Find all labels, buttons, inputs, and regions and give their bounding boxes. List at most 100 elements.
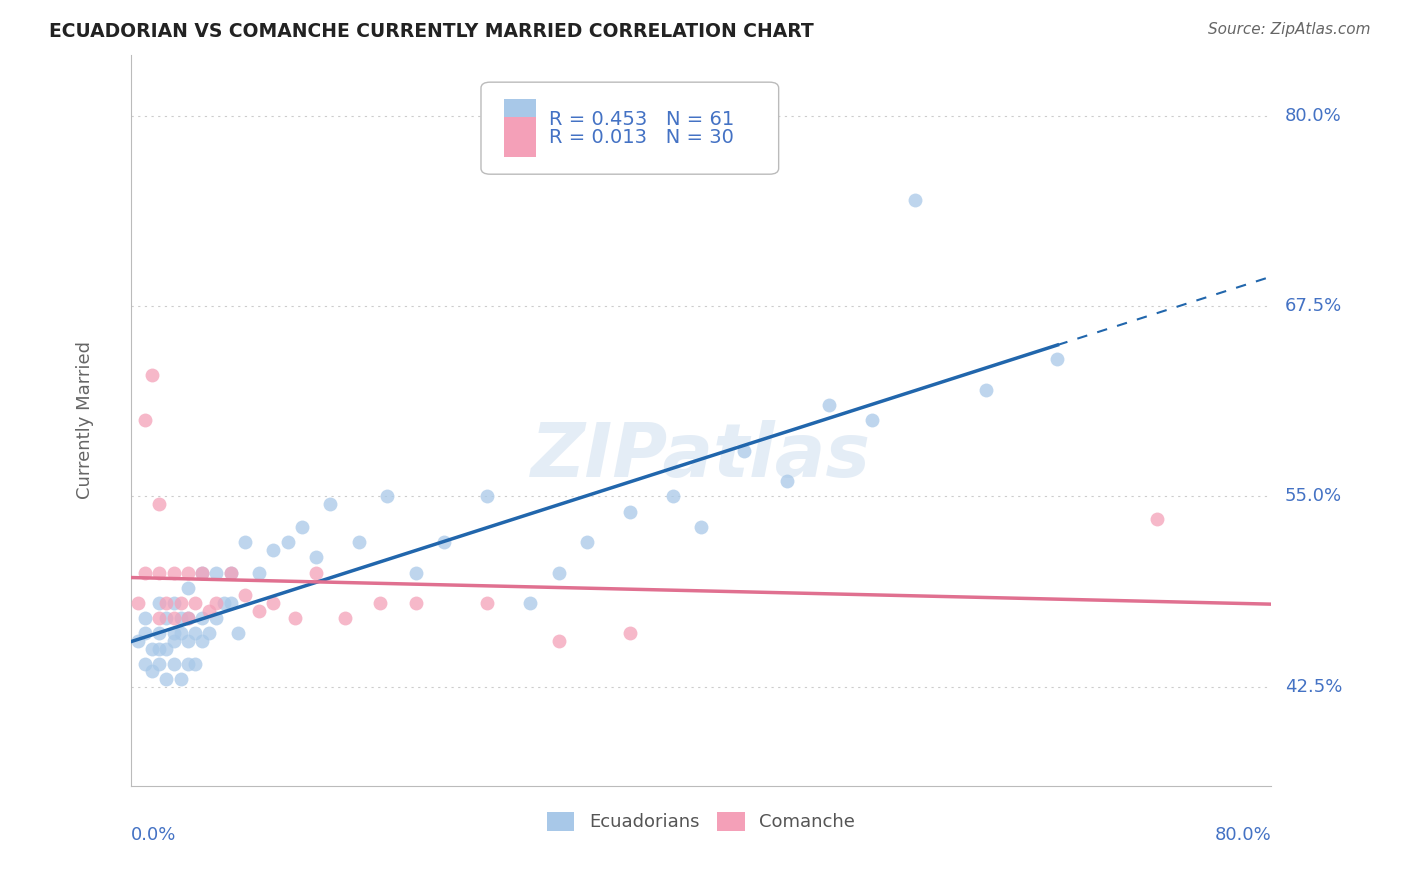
Point (191, 634, 214, 648)
Point (162, 657, 184, 671)
Point (134, 657, 156, 671)
Point (134, 611, 156, 625)
Point (141, 665, 163, 679)
Point (162, 634, 184, 648)
FancyBboxPatch shape (481, 82, 779, 174)
Point (247, 566, 270, 580)
Point (155, 672, 177, 686)
Point (170, 596, 193, 610)
Point (205, 566, 228, 580)
Text: 80.0%: 80.0% (1285, 107, 1341, 125)
Point (477, 490, 499, 504)
Text: R = 0.453   N = 61: R = 0.453 N = 61 (550, 110, 735, 128)
Point (347, 535, 370, 549)
Point (184, 657, 207, 671)
Point (162, 566, 184, 580)
Point (177, 566, 200, 580)
Point (148, 641, 170, 656)
Point (974, 383, 997, 397)
Point (284, 611, 307, 625)
Point (134, 626, 156, 640)
Point (162, 626, 184, 640)
Point (155, 641, 177, 656)
Point (277, 535, 299, 549)
Point (690, 520, 713, 534)
Point (319, 497, 342, 511)
Point (148, 626, 170, 640)
Point (177, 657, 200, 671)
Point (162, 596, 184, 610)
Point (619, 626, 641, 640)
Point (148, 611, 170, 625)
Point (904, 193, 927, 207)
Text: ZIPatlas: ZIPatlas (531, 420, 872, 493)
FancyBboxPatch shape (503, 99, 536, 139)
Point (219, 596, 242, 610)
Point (661, 490, 683, 504)
Point (148, 566, 170, 580)
Point (226, 626, 249, 640)
Point (148, 497, 170, 511)
FancyBboxPatch shape (503, 117, 536, 157)
Legend: Ecuadorians, Comanche: Ecuadorians, Comanche (540, 805, 862, 838)
Point (219, 566, 242, 580)
Point (127, 596, 149, 610)
Text: 55.0%: 55.0% (1285, 487, 1343, 506)
Point (576, 535, 599, 549)
Point (198, 626, 221, 640)
Point (1146, 512, 1168, 526)
Point (177, 611, 200, 625)
Point (191, 611, 214, 625)
Point (184, 596, 207, 610)
Point (184, 626, 207, 640)
Point (191, 566, 214, 580)
Point (141, 368, 163, 382)
Point (141, 641, 163, 656)
Point (775, 474, 797, 488)
Point (212, 596, 235, 610)
Point (233, 588, 256, 602)
Text: 42.5%: 42.5% (1285, 678, 1343, 696)
Point (177, 581, 200, 595)
Point (205, 611, 228, 625)
Point (247, 603, 270, 617)
Point (291, 520, 314, 534)
Point (333, 611, 356, 625)
Point (1046, 352, 1069, 367)
Point (405, 566, 427, 580)
Text: 80.0%: 80.0% (1215, 826, 1271, 844)
Point (177, 634, 200, 648)
Point (177, 611, 200, 625)
Point (370, 596, 392, 610)
Point (477, 596, 499, 610)
Point (170, 626, 193, 640)
Point (205, 596, 228, 610)
Point (219, 566, 242, 580)
Point (198, 603, 221, 617)
Text: 0.0%: 0.0% (131, 826, 176, 844)
Point (148, 596, 170, 610)
Point (860, 413, 883, 427)
Point (405, 596, 427, 610)
Point (733, 443, 755, 458)
Point (305, 550, 328, 565)
Point (155, 596, 177, 610)
Point (262, 542, 284, 557)
Point (433, 535, 456, 549)
Point (191, 566, 214, 580)
Point (305, 566, 328, 580)
Point (134, 413, 156, 427)
Point (377, 490, 399, 504)
Point (262, 596, 284, 610)
Point (127, 634, 149, 648)
Point (134, 566, 156, 580)
Point (170, 611, 193, 625)
Text: ECUADORIAN VS COMANCHE CURRENTLY MARRIED CORRELATION CHART: ECUADORIAN VS COMANCHE CURRENTLY MARRIED… (49, 22, 814, 41)
Point (162, 611, 184, 625)
Point (519, 596, 541, 610)
Point (170, 672, 193, 686)
Text: R = 0.013   N = 30: R = 0.013 N = 30 (550, 128, 734, 147)
Point (148, 657, 170, 671)
Point (547, 566, 569, 580)
Text: Source: ZipAtlas.com: Source: ZipAtlas.com (1208, 22, 1371, 37)
